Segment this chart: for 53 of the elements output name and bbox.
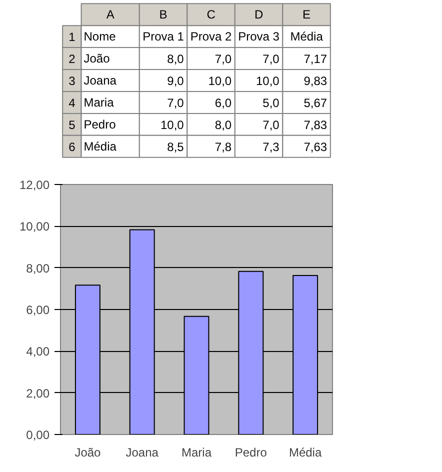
data-label: 7,0 bbox=[262, 118, 280, 132]
y-axis-title: Nome bbox=[84, 30, 116, 44]
data-label: 10,0 bbox=[256, 74, 280, 88]
text: E bbox=[302, 8, 311, 22]
text: 4 bbox=[68, 96, 76, 110]
data-label: 7,83 bbox=[304, 118, 328, 132]
y-tick-label: 2,00 bbox=[26, 386, 50, 400]
text: B bbox=[159, 8, 168, 22]
text: C bbox=[206, 8, 216, 22]
y-tick-label: 10,00 bbox=[19, 220, 50, 234]
text: 5 bbox=[68, 118, 76, 132]
x-tick-label: Prova 1 bbox=[142, 30, 184, 44]
x-tick-label: Prova 2 bbox=[190, 30, 232, 44]
x-tick-label: Maria bbox=[181, 446, 212, 460]
data-label: 10,0 bbox=[208, 74, 232, 88]
y-tick-label: Pedro bbox=[84, 117, 116, 132]
data-label: 7,3 bbox=[262, 140, 280, 154]
y-tick-label: 0,00 bbox=[26, 428, 50, 442]
data-label: 7,63 bbox=[304, 140, 328, 154]
data-label: 7,17 bbox=[304, 52, 328, 66]
data-label: 9,0 bbox=[167, 74, 184, 88]
y-tick-label: Joana bbox=[84, 74, 117, 88]
data-label: 8,0 bbox=[167, 52, 184, 66]
y-tick-label: 6,00 bbox=[26, 303, 50, 317]
y-tick-label: 12,00 bbox=[19, 178, 50, 192]
text: D bbox=[254, 8, 264, 22]
x-tick-label: João bbox=[74, 446, 102, 460]
data-label: 7,8 bbox=[214, 140, 232, 154]
data-label: 8,0 bbox=[214, 118, 232, 132]
y-tick-label: 8,00 bbox=[26, 261, 50, 276]
text: A bbox=[106, 8, 114, 22]
data-label: 5,67 bbox=[304, 96, 328, 110]
data-label: 6,0 bbox=[214, 96, 232, 110]
text: 3 bbox=[68, 74, 76, 88]
x-tick-label: Prova 3 bbox=[238, 30, 280, 44]
data-label: 7,0 bbox=[262, 52, 280, 66]
x-tick-label: Média bbox=[288, 446, 322, 460]
x-tick-label: Pedro bbox=[234, 446, 268, 460]
data-label: 5,0 bbox=[262, 96, 280, 110]
y-tick-label: Maria bbox=[84, 95, 114, 110]
data-label: 7,0 bbox=[167, 96, 184, 110]
data-label: 9,83 bbox=[304, 74, 328, 88]
text: 6 bbox=[68, 140, 76, 154]
data-label: 7,0 bbox=[214, 52, 232, 66]
x-tick-label: Joana bbox=[126, 446, 159, 460]
y-tick-label: João bbox=[84, 52, 110, 66]
y-tick-label: 4,00 bbox=[26, 344, 50, 359]
x-tick-label: Média bbox=[290, 30, 324, 44]
y-tick-label: Média bbox=[84, 139, 117, 154]
data-label: 10,0 bbox=[160, 118, 184, 132]
data-label: 8,5 bbox=[167, 140, 184, 154]
text: 1 bbox=[68, 30, 76, 44]
text: 2 bbox=[68, 52, 76, 66]
